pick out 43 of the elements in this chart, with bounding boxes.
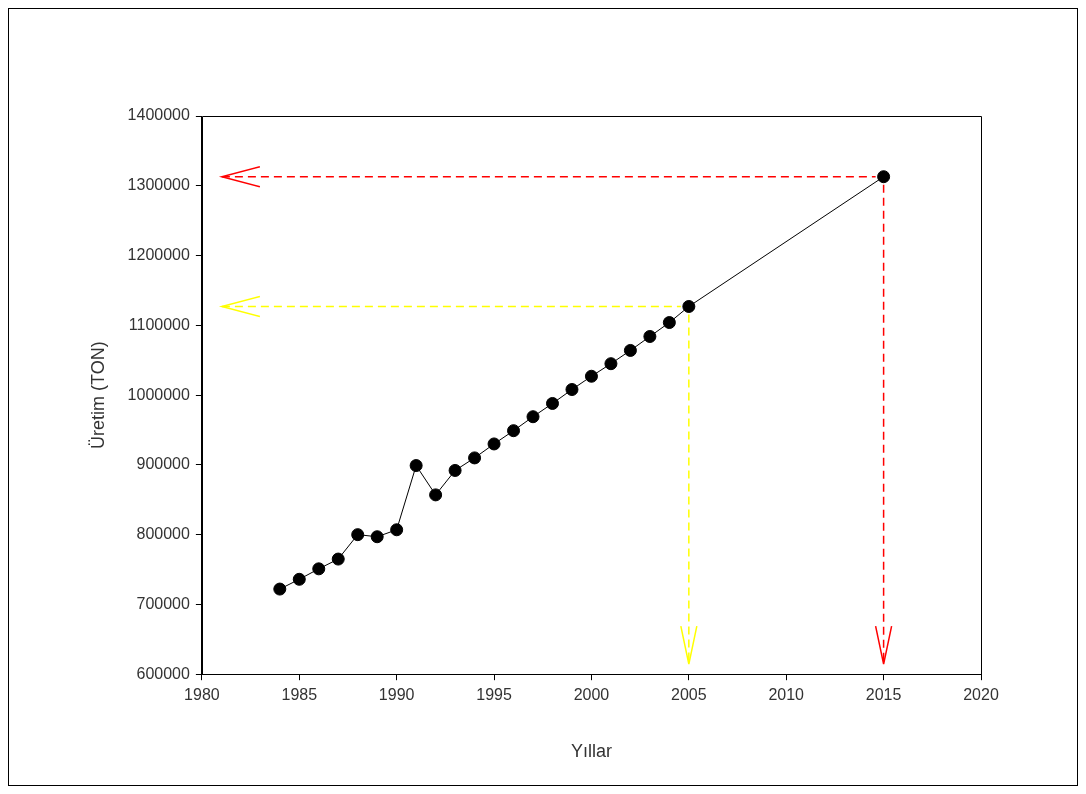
x-axis-title: Yıllar: [570, 741, 612, 762]
y-tick-label: 1200000: [127, 245, 190, 263]
point: [409, 459, 423, 473]
point: [507, 424, 521, 438]
y-tick-label: 1000000: [127, 385, 190, 403]
point: [273, 582, 287, 596]
point: [312, 562, 326, 576]
point: [468, 451, 482, 465]
y-tick-label: 600000: [136, 664, 190, 682]
point: [604, 357, 618, 371]
y-tick-label: 1100000: [128, 315, 190, 333]
x-tick-label: 2010: [768, 686, 805, 704]
point: [545, 396, 559, 410]
x-tick-label: 1990: [378, 686, 415, 704]
y-tick-label: 1300000: [127, 176, 190, 194]
point: [662, 316, 676, 330]
x-tick-label: 1980: [184, 686, 220, 704]
x-tick-label: 2000: [573, 686, 610, 704]
point: [370, 530, 384, 544]
point: [565, 383, 579, 397]
point: [331, 552, 345, 566]
x-tick-label: 1995: [476, 686, 512, 704]
x-tick-label: 2005: [671, 686, 707, 704]
point: [448, 463, 462, 477]
point: [526, 410, 540, 424]
y-tick-label: 900000: [136, 455, 190, 473]
y-tick-label: 1400000: [127, 106, 190, 124]
y-axis-title: Üretim (TON): [87, 341, 108, 449]
point: [877, 170, 891, 184]
point: [487, 437, 501, 451]
point: [292, 572, 306, 586]
x-tick-label: 1985: [281, 686, 318, 704]
point: [390, 523, 404, 537]
point: [429, 488, 443, 502]
point: [623, 343, 637, 357]
point: [643, 329, 657, 343]
x-tick-label: 2020: [963, 686, 999, 704]
y-tick-label: 700000: [136, 594, 190, 612]
x-tick-label: 2015: [865, 686, 902, 704]
point: [584, 369, 598, 383]
y-tick-label: 800000: [136, 525, 190, 543]
point: [682, 299, 696, 313]
point: [351, 528, 365, 542]
